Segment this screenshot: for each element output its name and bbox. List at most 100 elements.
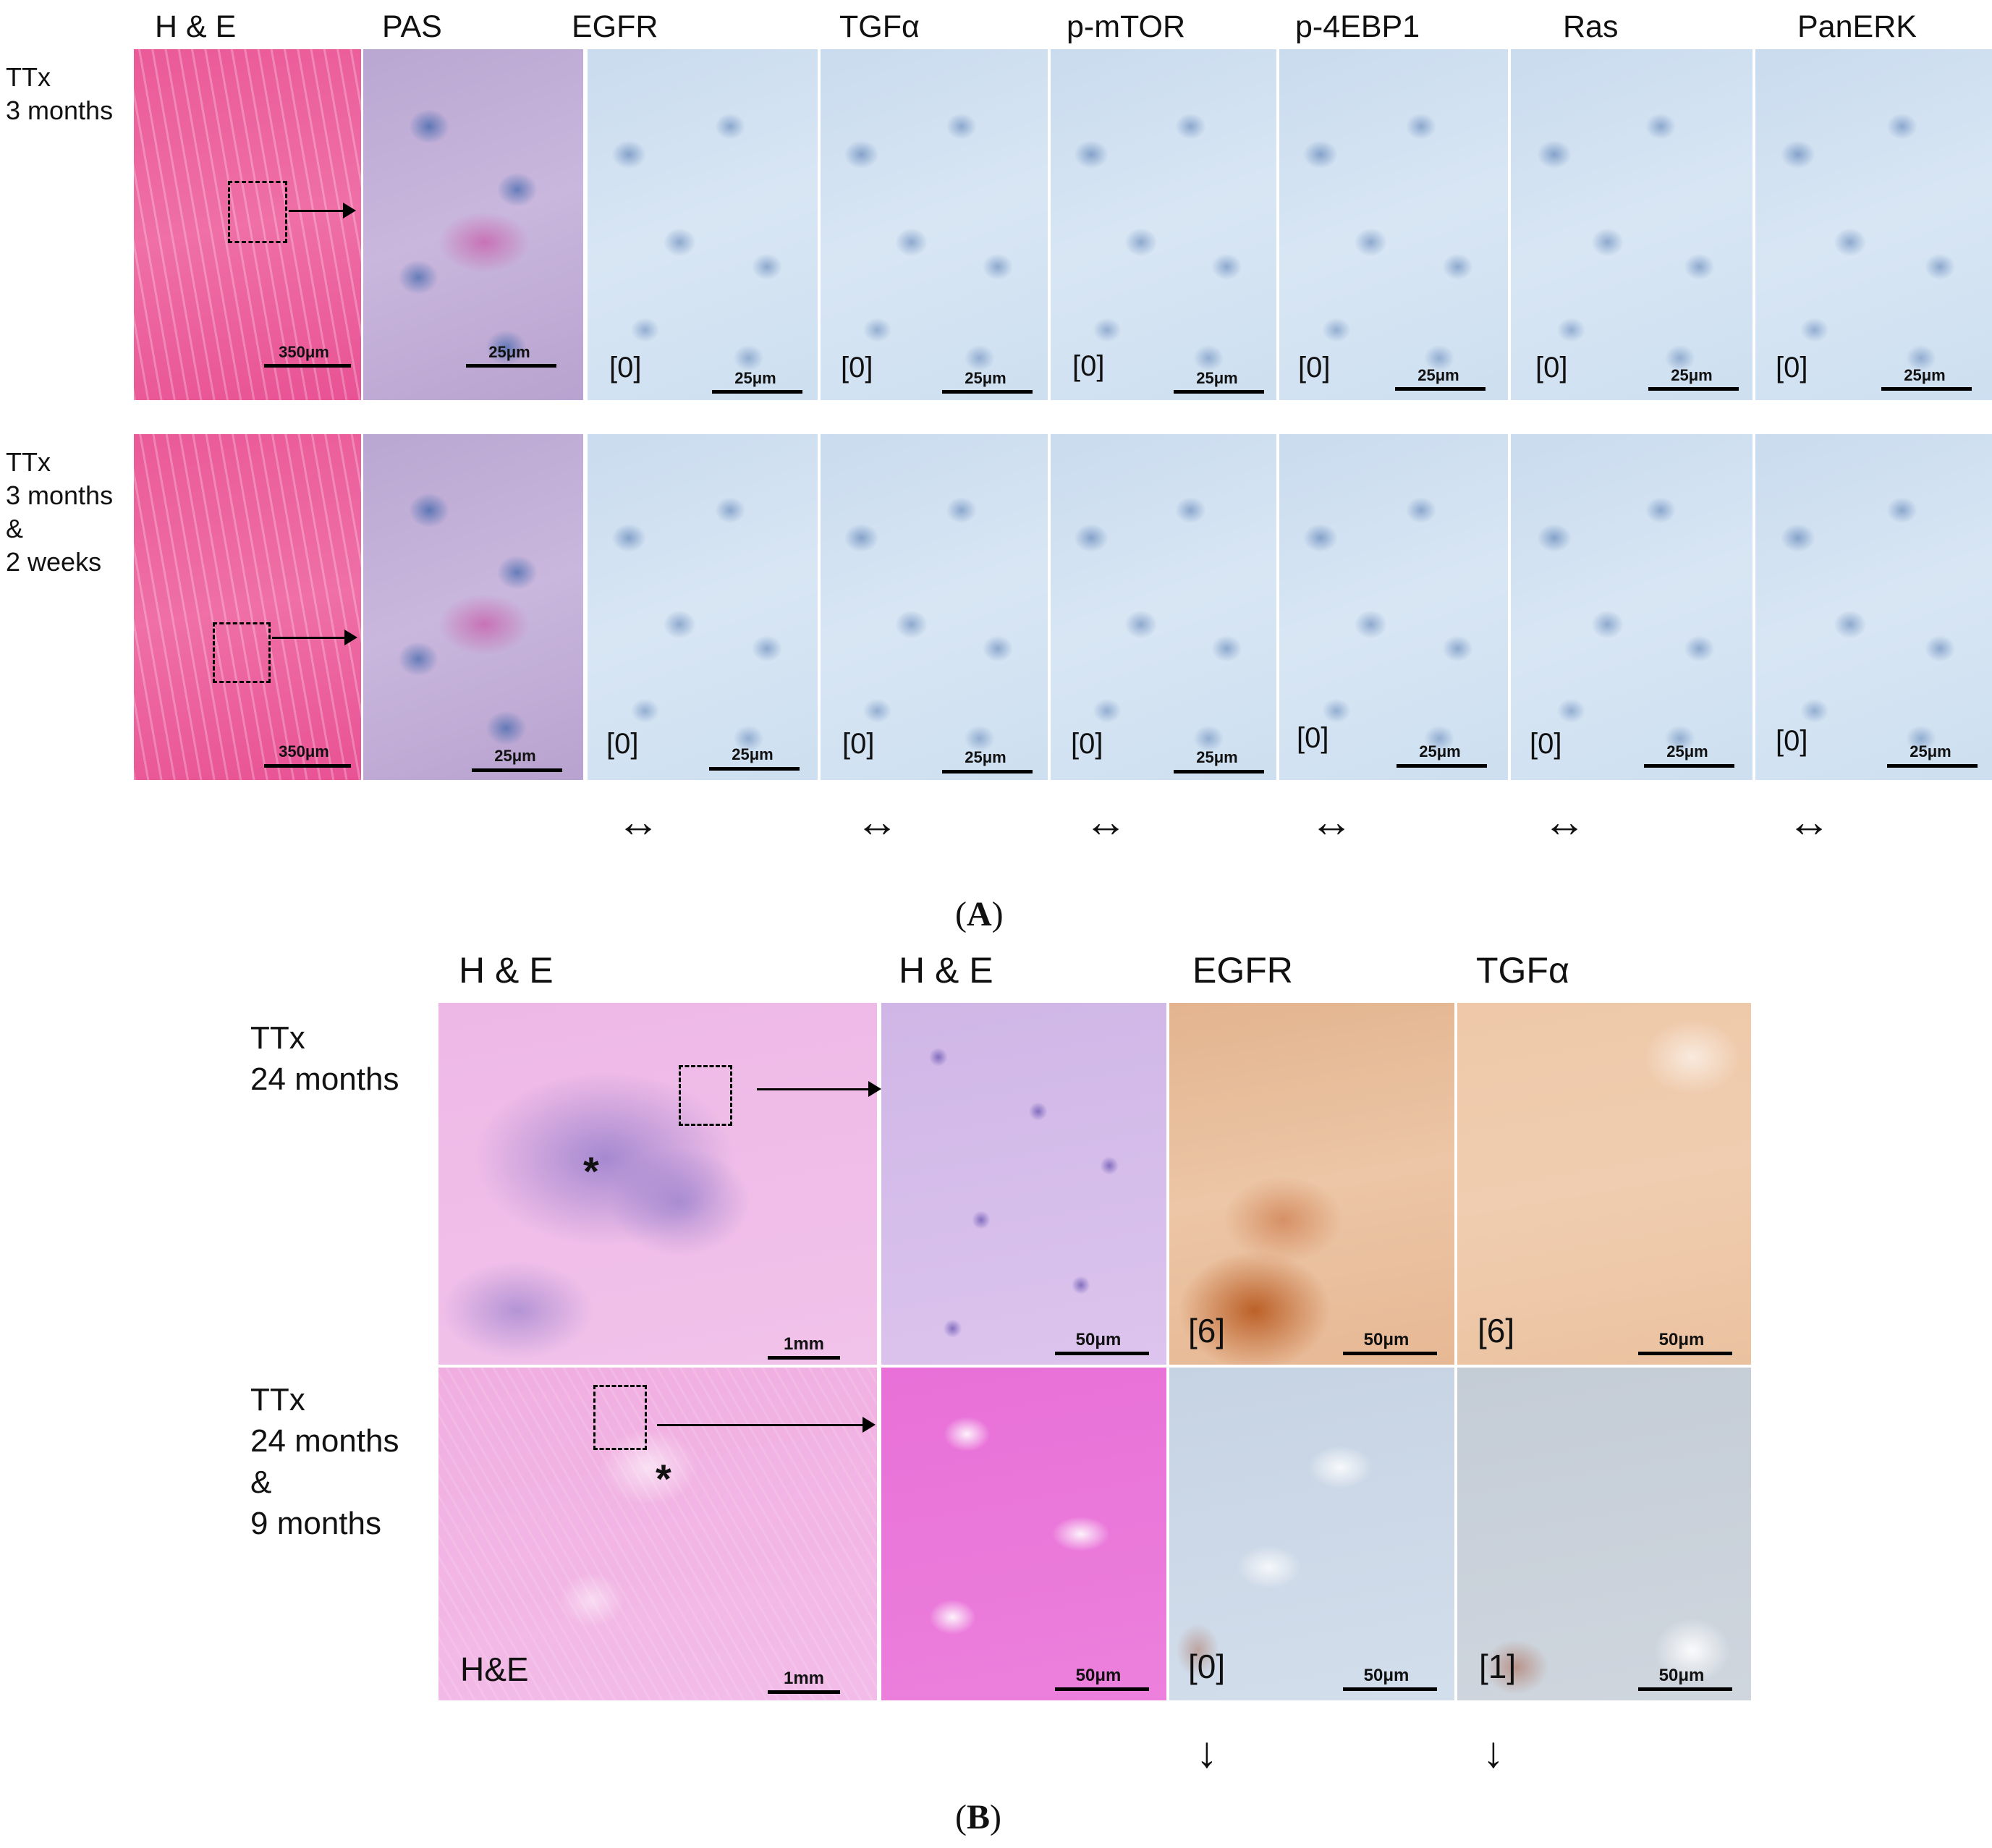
micrograph-egfr-a2: [0] 25μm bbox=[588, 434, 818, 780]
scale-bar-label: 50μm bbox=[1658, 1666, 1705, 1685]
scale-bar bbox=[768, 1356, 840, 1360]
col-header-tgfa-b: TGFα bbox=[1476, 950, 1569, 991]
zoom-arrow-b1 bbox=[757, 1088, 873, 1090]
score-label: [0] bbox=[1535, 352, 1568, 383]
row-label-line: & bbox=[250, 1465, 272, 1500]
scale-bar bbox=[712, 390, 802, 394]
scale-bar-label: 25μm bbox=[732, 745, 774, 763]
micrograph-he-wide-b1: * 1mm bbox=[438, 1003, 877, 1365]
scale-bar-label: 1mm bbox=[783, 1334, 825, 1354]
score-label: [1] bbox=[1479, 1648, 1517, 1685]
score-label: [0] bbox=[842, 728, 875, 760]
micrograph-pas-a2: 25μm bbox=[363, 434, 583, 780]
score-label: [0] bbox=[841, 352, 873, 383]
col-header-pas: PAS bbox=[382, 9, 442, 44]
micrograph-egfr-a1: [0] 25μm bbox=[588, 49, 818, 400]
row-label-line: TTx bbox=[6, 447, 51, 477]
scale-bar-label: 25μm bbox=[1417, 366, 1459, 384]
score-label: [6] bbox=[1478, 1312, 1515, 1349]
micrograph-pmtor-a1: [0] 25μm bbox=[1051, 49, 1276, 400]
score-label: [0] bbox=[1072, 350, 1105, 382]
micrograph-he-a1: 350μm bbox=[134, 49, 361, 400]
scale-bar-label: 25μm bbox=[1419, 742, 1461, 760]
stain-inset-label: H&E bbox=[460, 1650, 529, 1688]
micrograph-ras-a2: [0] 25μm bbox=[1511, 434, 1752, 780]
col-header-he: H & E bbox=[155, 9, 237, 44]
scale-bar bbox=[768, 1690, 840, 1694]
scale-bar bbox=[1887, 764, 1978, 768]
row-label-line: & bbox=[6, 514, 24, 543]
scale-bar bbox=[264, 764, 351, 768]
arrow-head-icon bbox=[868, 1081, 881, 1097]
col-header-p4ebp1: p-4EBP1 bbox=[1295, 9, 1420, 44]
row-label-b2: TTx 24 months & 9 months bbox=[250, 1379, 399, 1544]
score-label: [0] bbox=[1071, 728, 1103, 760]
bidirectional-arrow-icon: ↔ bbox=[1310, 797, 1353, 846]
row-label-line: TTx bbox=[250, 1382, 305, 1417]
micrograph-egfr-b2: [0] 50μm bbox=[1169, 1368, 1454, 1700]
scale-bar bbox=[942, 390, 1033, 394]
down-arrow-icon: ↓ bbox=[1196, 1728, 1218, 1776]
row-label-a1: TTx 3 months bbox=[6, 61, 113, 127]
row-label-b1: TTx 24 months bbox=[250, 1017, 399, 1100]
row-label-a2: TTx 3 months & 2 weeks bbox=[6, 446, 113, 579]
figure-label-a: (A) bbox=[955, 895, 1004, 933]
scale-bar bbox=[466, 364, 556, 368]
scale-bar bbox=[1174, 770, 1264, 773]
micrograph-ras-a1: [0] 25μm bbox=[1511, 49, 1752, 400]
row-label-line: TTx bbox=[6, 62, 51, 92]
micrograph-p4ebp1-a2: [0] 25μm bbox=[1279, 434, 1508, 780]
col-header-he-wide: H & E bbox=[459, 950, 554, 991]
micrograph-he-zoom-b1: 50μm bbox=[881, 1003, 1166, 1365]
inset-box-b2 bbox=[593, 1385, 647, 1450]
scale-bar-label: 50μm bbox=[1075, 1666, 1122, 1685]
scale-bar-label: 50μm bbox=[1363, 1330, 1410, 1349]
arrow-head-icon bbox=[344, 630, 357, 645]
arrow-head-icon bbox=[863, 1417, 876, 1433]
micrograph-egfr-b1: [6] 50μm bbox=[1169, 1003, 1454, 1365]
scale-bar-label: 25μm bbox=[1910, 742, 1951, 760]
row-label-line: 3 months bbox=[6, 96, 114, 125]
scale-bar-label: 25μm bbox=[494, 747, 536, 765]
score-label: [0] bbox=[606, 728, 639, 760]
micrograph-tgfa-a2: [0] 25μm bbox=[821, 434, 1048, 780]
scale-bar-label: 1mm bbox=[783, 1669, 825, 1688]
scale-bar bbox=[1055, 1687, 1149, 1691]
scale-bar-label: 25μm bbox=[1196, 369, 1238, 387]
scale-bar-label: 25μm bbox=[488, 343, 530, 361]
bidirectional-arrow-icon: ↔ bbox=[1787, 797, 1831, 846]
micrograph-pmtor-a2: [0] 25μm bbox=[1051, 434, 1276, 780]
row-label-line: 24 months bbox=[250, 1061, 399, 1097]
down-arrow-icon: ↓ bbox=[1483, 1728, 1504, 1776]
zoom-arrow-a1 bbox=[289, 210, 347, 212]
scale-bar bbox=[709, 767, 800, 771]
micrograph-p4ebp1-a1: [0] 25μm bbox=[1279, 49, 1508, 400]
scale-bar-label: 25μm bbox=[1666, 742, 1708, 760]
row-label-line: TTx bbox=[250, 1020, 305, 1056]
scale-bar-label: 25μm bbox=[1671, 366, 1713, 384]
score-label: [0] bbox=[1298, 352, 1331, 383]
score-label: [0] bbox=[1297, 722, 1329, 754]
score-label: [0] bbox=[1776, 725, 1808, 757]
scale-bar-label: 50μm bbox=[1075, 1330, 1122, 1349]
scale-bar bbox=[1638, 1352, 1732, 1355]
micrograph-tgfa-a1: [0] 25μm bbox=[821, 49, 1048, 400]
scale-bar bbox=[1881, 387, 1972, 391]
micrograph-he-wide-b2: * H&E 1mm bbox=[438, 1368, 877, 1700]
bidirectional-arrow-icon: ↔ bbox=[1543, 797, 1586, 846]
tumor-asterisk: * bbox=[583, 1148, 599, 1194]
inset-box-a1 bbox=[228, 181, 287, 243]
arrow-head-icon bbox=[343, 203, 356, 219]
col-header-pmtor: p-mTOR bbox=[1067, 9, 1186, 44]
col-header-panerk: PanERK bbox=[1797, 9, 1917, 44]
zoom-arrow-b2 bbox=[657, 1424, 867, 1426]
scale-bar bbox=[1174, 390, 1264, 394]
micrograph-he-zoom-b2: 50μm bbox=[881, 1368, 1166, 1700]
row-label-line: 2 weeks bbox=[6, 547, 102, 577]
bidirectional-arrow-icon: ↔ bbox=[616, 797, 660, 846]
score-label: [6] bbox=[1188, 1312, 1226, 1349]
micrograph-he-a2: 350μm bbox=[134, 434, 361, 780]
row-label-line: 3 months bbox=[6, 480, 114, 510]
scale-bar bbox=[472, 768, 562, 772]
scale-bar bbox=[1343, 1687, 1437, 1691]
